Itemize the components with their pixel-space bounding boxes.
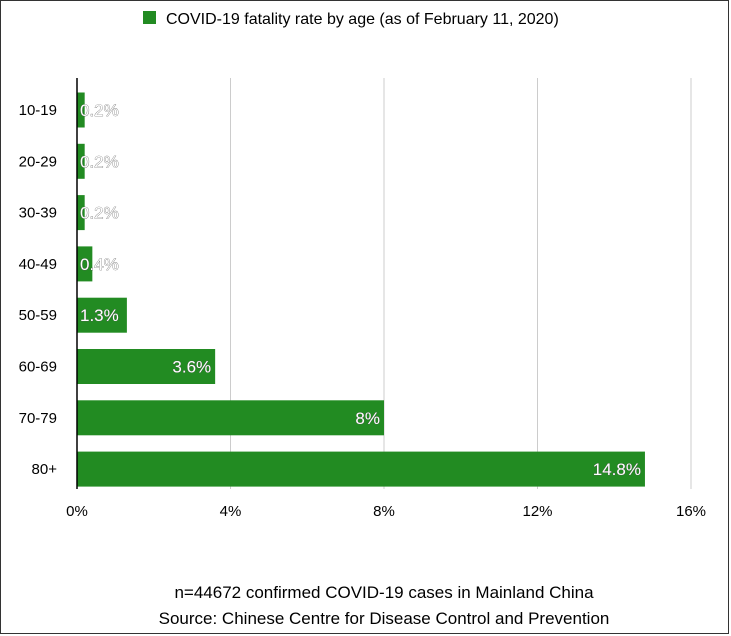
- data-label: 3.6%: [172, 358, 211, 377]
- data-label: 8%: [355, 409, 380, 428]
- category-label: 10-19: [19, 102, 57, 119]
- category-label: 80+: [32, 461, 58, 478]
- footer: n=44672 confirmed COVID-19 cases in Main…: [159, 583, 610, 628]
- bar: [77, 195, 85, 231]
- data-label: 0.4%: [80, 255, 119, 274]
- x-tick-label: 0%: [66, 503, 88, 520]
- bars: [77, 92, 645, 487]
- x-tick-label: 12%: [522, 503, 552, 520]
- legend: COVID-19 fatality rate by age (as of Feb…: [143, 11, 559, 28]
- category-label: 50-59: [19, 307, 57, 324]
- legend-swatch: [143, 11, 156, 24]
- category-label: 40-49: [19, 256, 57, 273]
- category-label: 70-79: [19, 410, 57, 427]
- bar: [77, 246, 93, 282]
- category-labels: 10-19 20-29 30-39 40-49 50-59 60-69 70-79 80+: [19, 102, 58, 478]
- x-tick-label: 8%: [373, 503, 395, 520]
- category-label: 60-69: [19, 359, 57, 376]
- bar: [77, 349, 216, 384]
- x-tick-labels: 0% 4% 8% 12% 16%: [66, 503, 706, 520]
- data-label: 0.2%: [80, 152, 119, 171]
- category-label: 30-39: [19, 205, 57, 222]
- x-tick-label: 16%: [676, 503, 706, 520]
- data-labels: 0.2% 0.2% 0.2% 0.4% 1.3% 3.6% 8% 14.8%: [80, 101, 642, 480]
- footer-source: Source: Chinese Centre for Disease Contr…: [159, 609, 610, 628]
- data-label: 0.2%: [80, 204, 119, 223]
- legend-label: COVID-19 fatality rate by age (as of Feb…: [166, 11, 559, 28]
- bar: [77, 451, 645, 487]
- data-label: 0.2%: [80, 101, 119, 120]
- x-tick-label: 4%: [220, 503, 242, 520]
- bar: [77, 400, 384, 436]
- data-label: 1.3%: [80, 306, 119, 325]
- bar: [77, 297, 127, 333]
- footer-caption: n=44672 confirmed COVID-19 cases in Main…: [174, 583, 594, 602]
- category-label: 20-29: [19, 153, 57, 170]
- data-label: 14.8%: [593, 460, 641, 479]
- bar: [77, 92, 85, 128]
- bar: [77, 143, 85, 179]
